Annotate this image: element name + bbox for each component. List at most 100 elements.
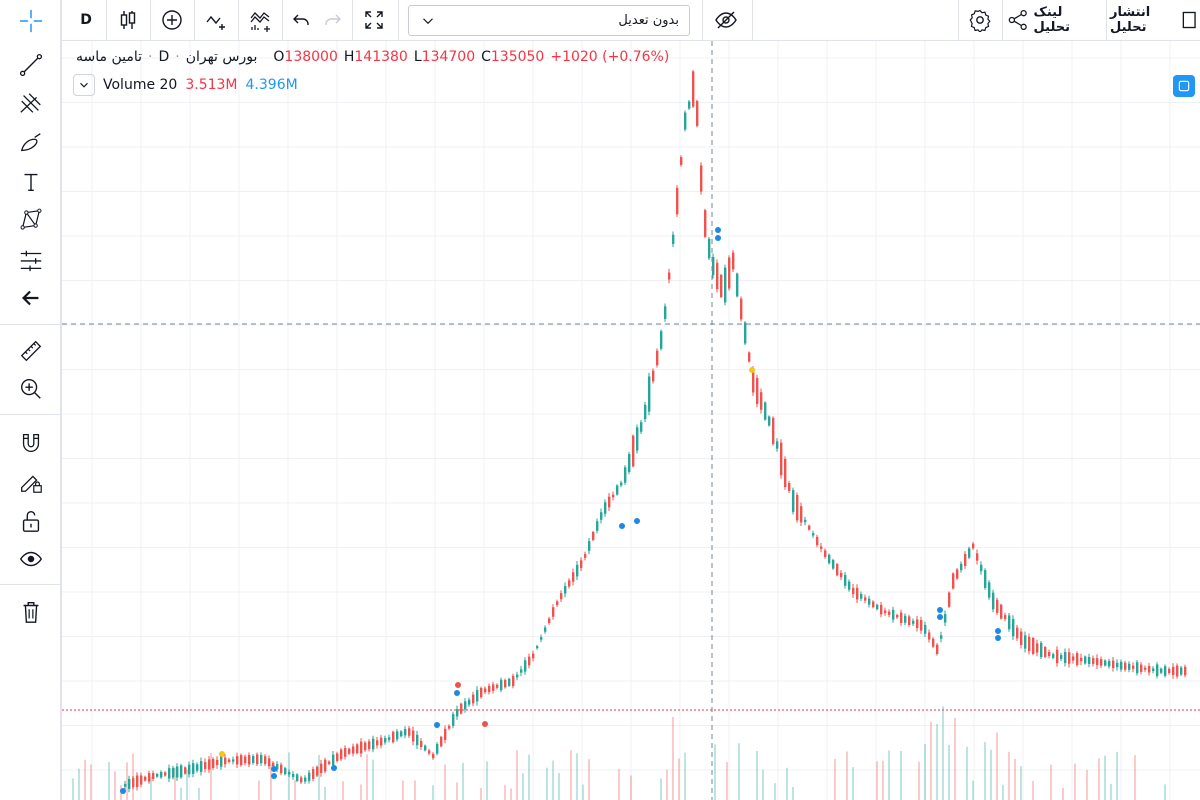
candle-body [1084, 656, 1087, 664]
candle-body [764, 402, 767, 420]
price-chart[interactable] [62, 41, 1200, 800]
candle-body [412, 730, 415, 742]
candle-body [1080, 657, 1083, 662]
volume-value: 3.513M [185, 77, 238, 93]
text-icon [24, 173, 38, 192]
scale-toggle-button[interactable] [1173, 75, 1195, 97]
candle-body [552, 607, 555, 617]
collapse-legend-button[interactable] [73, 74, 95, 96]
candle-body [864, 597, 867, 601]
indicators-button[interactable] [198, 0, 234, 40]
candle-body [872, 601, 875, 608]
candle-body [144, 776, 147, 781]
candle-body [504, 679, 507, 688]
volume-bar [126, 762, 128, 800]
candle-body [904, 615, 907, 623]
undo-button[interactable] [286, 0, 316, 40]
volume-bar [366, 754, 368, 800]
signal-dot [715, 235, 721, 241]
legend-interval: D [158, 49, 170, 65]
toolbar-divider [398, 0, 399, 40]
brush-tool[interactable] [9, 127, 53, 159]
adjustment-dropdown[interactable]: بدون تعدیل [408, 5, 690, 36]
candle-body [708, 238, 711, 259]
candle-style-button[interactable] [110, 0, 146, 40]
volume-bar [918, 761, 920, 800]
trend-line-icon [19, 53, 43, 77]
candle-body [1156, 664, 1159, 677]
candle-body [844, 574, 847, 586]
settings-button[interactable] [962, 0, 998, 40]
candle-body [1076, 653, 1079, 665]
pattern-tool[interactable] [9, 204, 53, 236]
templates-button[interactable] [242, 0, 278, 40]
candle-body [1172, 666, 1175, 676]
frame-icon [1178, 80, 1190, 92]
delete-drawings-button[interactable] [9, 596, 53, 628]
compare-add-button[interactable] [154, 0, 190, 40]
candle-body [736, 273, 739, 297]
signal-dot-yellow [749, 367, 755, 373]
candle-body [548, 618, 551, 624]
candle-body [1056, 649, 1059, 664]
volume-bar [258, 780, 260, 800]
volume-bar [1116, 751, 1118, 800]
candle-body [752, 369, 755, 393]
volume-bar [1062, 787, 1064, 800]
lock-drawing-tool[interactable] [9, 466, 53, 498]
volume-label: Volume 20 [103, 77, 178, 93]
candle-body [484, 688, 487, 693]
candle-body [876, 604, 879, 610]
publish-analysis-button[interactable]: انتشار تحلیل [1110, 0, 1200, 40]
zoom-in-tool[interactable] [9, 373, 53, 405]
link-analysis-button[interactable]: لینک تحلیل [1006, 0, 1102, 40]
volume-bar [1014, 758, 1016, 800]
collapse-toolbar-button[interactable] [9, 282, 53, 314]
signal-dot [937, 614, 943, 620]
redo-button[interactable] [318, 0, 348, 40]
series-legend: تامین ماسه · D · بورس تهران O138000 H141… [76, 49, 670, 65]
candle-body [492, 684, 495, 691]
measure-tool[interactable] [9, 244, 53, 276]
candle-body [520, 669, 523, 673]
unlock-tool[interactable] [9, 505, 53, 537]
candle-body [372, 738, 375, 750]
sidebar-divider [0, 324, 60, 325]
candle-body [572, 572, 575, 582]
visibility-tool[interactable] [9, 543, 53, 575]
volume-bar [462, 762, 464, 800]
candle-body [888, 611, 891, 615]
adjustment-value: بدون تعدیل [618, 13, 679, 28]
volume-bar [510, 788, 512, 800]
plus-circle-icon [162, 10, 182, 30]
magnet-icon [22, 433, 40, 452]
toolbar-divider [752, 0, 753, 40]
fullscreen-button[interactable] [356, 0, 392, 40]
symbol-name: تامین ماسه [76, 49, 142, 65]
trend-line-tool[interactable] [9, 49, 53, 81]
gear-icon [969, 9, 991, 32]
candle-body [472, 694, 475, 704]
link-analysis-label: لینک تحلیل [1033, 5, 1070, 35]
hide-button[interactable] [706, 0, 746, 40]
candle-body [996, 599, 999, 613]
magnet-tool[interactable] [9, 427, 53, 459]
candle-body [1144, 667, 1147, 670]
crosshair-tool[interactable] [9, 5, 53, 37]
volume-bar [630, 775, 632, 800]
candle-body [928, 632, 931, 640]
candle-body [348, 748, 351, 754]
candle-body [164, 772, 167, 776]
candle-body [428, 750, 431, 754]
interval-button[interactable]: D [80, 12, 92, 28]
candle-body [396, 731, 399, 740]
pitchfork-tool[interactable] [9, 87, 53, 119]
candle-body [1180, 667, 1183, 675]
candle-body [528, 656, 531, 666]
candle-body [364, 742, 367, 751]
volume-bar [1110, 783, 1112, 800]
text-tool[interactable] [9, 166, 53, 198]
candle-body [584, 554, 587, 558]
ruler-tool[interactable] [9, 335, 53, 367]
volume-bar [972, 780, 974, 800]
